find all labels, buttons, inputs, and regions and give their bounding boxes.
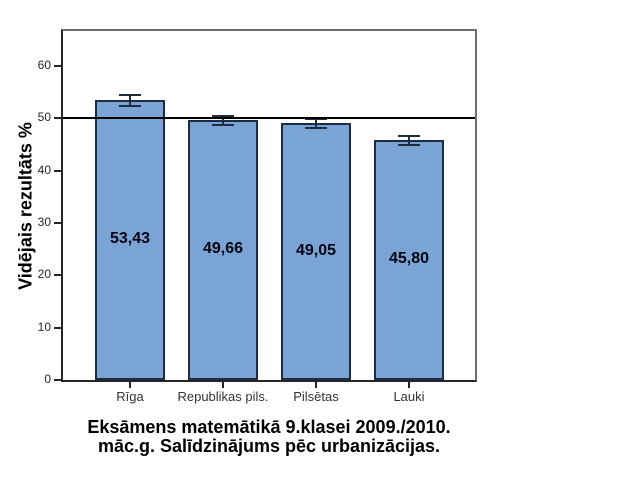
y-tick-label: 40 bbox=[37, 162, 51, 177]
y-tick-label: 30 bbox=[37, 215, 51, 230]
error-bar-cap-top bbox=[212, 114, 234, 117]
y-axis-title: Vidējais rezultāts % bbox=[15, 122, 36, 290]
bar-value-label: 49,05 bbox=[295, 241, 337, 259]
y-tick-mark bbox=[54, 117, 62, 120]
x-tick-mark bbox=[222, 382, 224, 388]
y-tick-label: 10 bbox=[37, 319, 51, 334]
error-bar-cap-bottom bbox=[305, 126, 327, 129]
x-category-label: Republikas pils. bbox=[177, 389, 269, 404]
bar-lauki bbox=[374, 140, 444, 380]
x-category-label: Lauki bbox=[393, 389, 425, 404]
x-category-label: Pilsētas bbox=[293, 389, 339, 404]
x-tick-mark bbox=[408, 382, 410, 388]
error-bar-cap-bottom bbox=[212, 123, 234, 126]
error-bar-cap-top bbox=[398, 135, 420, 138]
y-tick-label: 0 bbox=[44, 372, 51, 386]
x-tick-mark bbox=[129, 382, 131, 388]
chart-title: Eksāmens matemātikā 9.klasei 2009./2010.… bbox=[53, 418, 485, 456]
error-bar-cap-bottom bbox=[398, 143, 420, 146]
y-tick-mark bbox=[54, 169, 62, 172]
error-bar-whisker bbox=[408, 136, 410, 145]
bar-value-label: 45,80 bbox=[388, 250, 430, 268]
y-tick-mark bbox=[54, 379, 62, 381]
reference-line bbox=[63, 117, 475, 120]
error-bar-cap-top bbox=[119, 94, 141, 97]
error-bar-whisker bbox=[129, 95, 131, 106]
bar-value-label: 53,43 bbox=[109, 230, 151, 248]
error-bar-whisker bbox=[315, 119, 317, 128]
y-tick-mark bbox=[54, 222, 62, 225]
y-tick-label: 50 bbox=[37, 110, 51, 125]
chart-title-line1: Eksāmens matemātikā 9.klasei 2009./2010. bbox=[87, 417, 451, 437]
x-tick-mark bbox=[315, 382, 317, 388]
y-tick-label: 20 bbox=[37, 267, 51, 282]
y-tick-mark bbox=[54, 65, 62, 68]
bar-r-ga bbox=[95, 100, 165, 380]
bar-pils-tas bbox=[281, 123, 351, 380]
bar-value-label: 49,66 bbox=[202, 240, 244, 258]
chart-title-line2: māc.g. Salīdzinājums pēc urbanizācijas. bbox=[97, 436, 441, 456]
x-category-label: Rīga bbox=[116, 389, 144, 404]
y-tick-mark bbox=[54, 326, 62, 329]
y-tick-label: 60 bbox=[37, 58, 51, 73]
y-tick-mark bbox=[54, 274, 62, 277]
error-bar-whisker bbox=[222, 115, 224, 125]
error-bar-cap-bottom bbox=[119, 104, 141, 107]
